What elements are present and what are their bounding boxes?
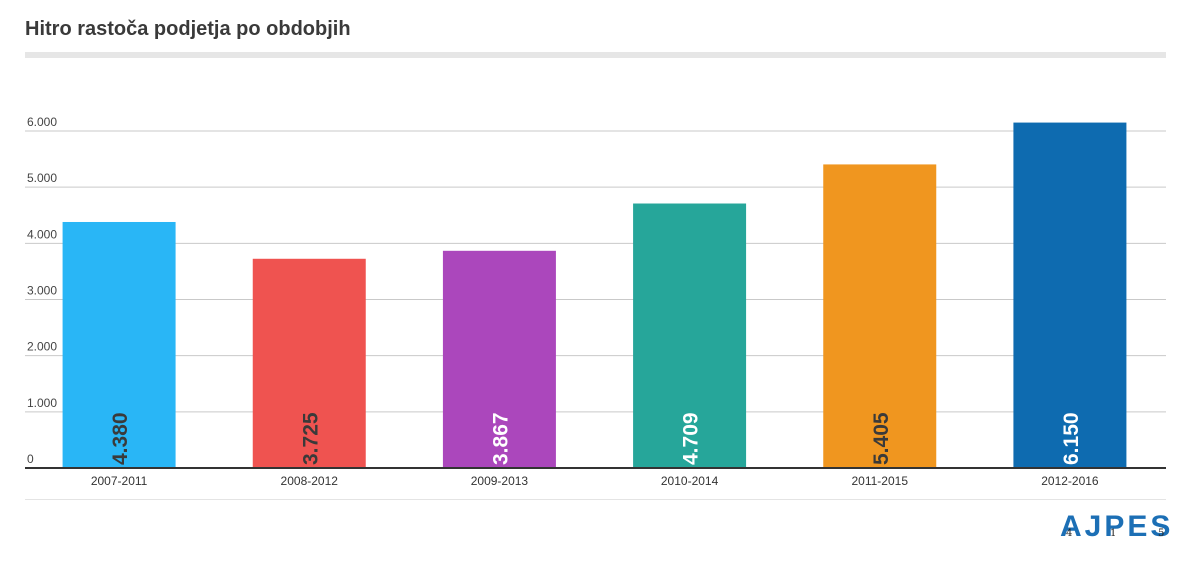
x-tick-label: 2010-2014 [661, 474, 719, 488]
bar [62, 221, 176, 468]
bar [633, 203, 747, 468]
x-tick-label: 2008-2012 [281, 474, 339, 488]
bar-value-label: 6.150 [1060, 412, 1083, 465]
y-tick-label: 6.000 [27, 115, 57, 129]
x-tick-label: 2009-2013 [471, 474, 529, 488]
bar [442, 250, 556, 468]
y-tick-label: 4.000 [27, 227, 57, 241]
bar-value-label: 5.405 [870, 412, 893, 465]
x-tick-label: 2011-2015 [852, 474, 909, 488]
footer-divider [25, 499, 1166, 500]
x-tick-label: 2007-2011 [91, 474, 148, 488]
ajpes-logo: AJPES 4 1 5 [1060, 510, 1170, 544]
bar-value-label: 4.380 [109, 412, 132, 465]
title-divider [25, 52, 1166, 58]
bar [252, 258, 366, 468]
y-tick-label: 5.000 [27, 171, 57, 185]
bar [823, 164, 937, 468]
x-tick-label: 2012-2016 [1041, 474, 1099, 488]
bar-value-label: 3.867 [489, 412, 512, 465]
logo-mark-3: 5 [1158, 528, 1165, 539]
bar-value-label: 4.709 [680, 412, 703, 465]
chart-title: Hitro rastoča podjetja po obdobjih [25, 18, 351, 40]
bar [1013, 122, 1127, 468]
logo-mark-1: 4 [1066, 528, 1073, 539]
logo-mark-2: 1 [1110, 528, 1117, 539]
logo-text: AJPES [1060, 510, 1174, 543]
y-tick-label: 2.000 [27, 340, 57, 354]
y-tick-label: 3.000 [27, 284, 57, 298]
y-tick-label: 0 [27, 452, 34, 466]
bar-chart: 0 1.000 2.000 3.000 4.000 5.000 6.000 4.380 2007… [25, 115, 1166, 488]
y-tick-label: 1.000 [27, 396, 57, 410]
bar-value-label: 3.725 [299, 412, 322, 465]
